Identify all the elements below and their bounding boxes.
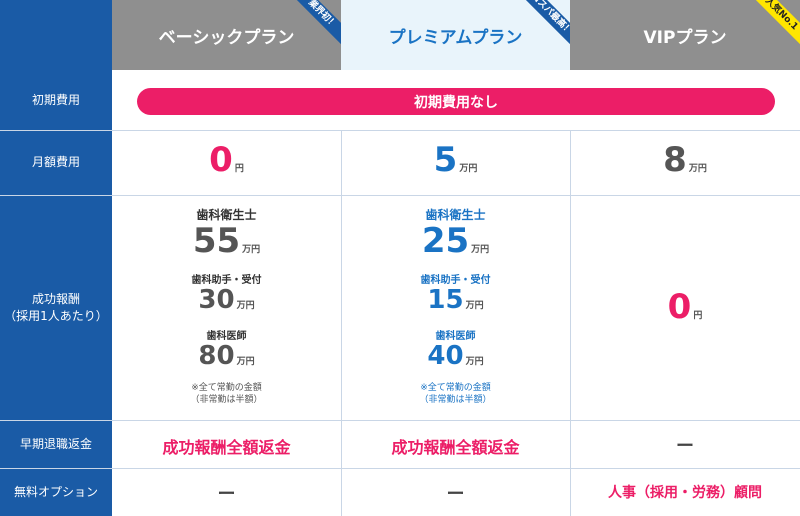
price-unit: 万円: [471, 245, 490, 255]
success-basic-hygienist-price: 55 万円: [112, 224, 341, 258]
monthly-fee-vip: 8 万円: [570, 143, 800, 177]
options-vip: 人事（採用・労務）顧問: [608, 485, 762, 501]
price-value: 15: [427, 285, 464, 315]
options-premium: ー: [446, 484, 465, 505]
row-label-text: 月額費用: [31, 155, 80, 169]
price-unit: 円: [693, 311, 703, 321]
plan-name-premium: プレミアムプラン: [388, 27, 523, 48]
badge-vip: 人気No.1: [745, 0, 800, 51]
row-label-options: 無料オプション: [0, 468, 112, 516]
price-value: 25: [421, 221, 470, 261]
row-label-monthly-fee: 月額費用: [0, 130, 112, 195]
note-line: ※全て常勤の金額: [191, 383, 262, 393]
note-line: （非常勤は半額）: [190, 395, 263, 405]
row-label-initial-fee: 初期費用: [0, 70, 112, 130]
price-value: 0: [209, 140, 233, 180]
plan-header-basic: ベーシックプラン 業界初！: [112, 0, 341, 70]
success-premium-dentist-price: 40 万円: [341, 343, 570, 369]
monthly-fee-basic: 0 円: [112, 143, 341, 177]
badge-premium: コスパ最高！: [515, 0, 570, 51]
badge-basic: 業界初！: [286, 0, 341, 51]
success-premium-hygienist-label: 歯科衛生士: [425, 208, 486, 222]
price-unit: 円: [234, 164, 244, 174]
row-label-subtext: （採用1人あたり）: [4, 308, 108, 323]
row-divider: [0, 130, 800, 131]
success-basic-dentist-price: 80 万円: [112, 343, 341, 369]
price-value: 55: [192, 221, 241, 261]
row-divider: [0, 468, 800, 469]
success-basic-hygienist-label: 歯科衛生士: [196, 208, 257, 222]
price-unit: 万円: [465, 301, 484, 311]
row-label-text: 早期退職返金: [19, 436, 92, 451]
row-label-text: 無料オプション: [13, 484, 98, 499]
price-value: 80: [198, 341, 235, 371]
success-basic-assistant-price: 30 万円: [112, 287, 341, 313]
refund-vip: ー: [676, 436, 694, 457]
success-premium-hygienist-price: 25 万円: [341, 224, 570, 258]
success-premium-assistant-price: 15 万円: [341, 287, 570, 313]
success-basic-note: ※全て常勤の金額 （非常勤は半額）: [112, 382, 341, 406]
initial-fee-banner: 初期費用なし: [137, 88, 775, 115]
price-value: 8: [663, 140, 687, 180]
plan-name-vip: VIPプラン: [643, 27, 727, 48]
plan-header-premium: プレミアムプラン コスパ最高！: [341, 0, 570, 70]
success-premium-dentist-label: 歯科医師: [435, 331, 476, 342]
success-basic-dentist-label: 歯科医師: [206, 331, 247, 342]
price-unit: 万円: [242, 245, 261, 255]
price-unit: 万円: [236, 357, 255, 367]
success-premium-assistant-label: 歯科助手・受付: [420, 275, 491, 286]
price-value: 30: [198, 285, 235, 315]
row-divider: [0, 195, 800, 196]
refund-basic: 成功報酬全額返金: [162, 438, 291, 457]
row-label-success-fee: 成功報酬 （採用1人あたり）: [0, 195, 112, 420]
options-basic: ー: [217, 484, 236, 505]
plan-header-vip: VIPプラン 人気No.1: [570, 0, 800, 70]
refund-premium: 成功報酬全額返金: [391, 438, 520, 457]
column-divider: [341, 130, 342, 516]
price-value: 5: [433, 140, 458, 180]
note-line: （非常勤は半額）: [419, 395, 492, 405]
row-label-text: 成功報酬: [31, 291, 80, 306]
success-vip-price: 0 円: [570, 290, 800, 324]
column-divider: [570, 130, 571, 516]
price-value: 40: [427, 341, 464, 371]
price-unit: 万円: [459, 164, 478, 174]
price-value: 0: [667, 287, 692, 327]
price-unit: 万円: [688, 164, 707, 174]
success-premium-note: ※全て常勤の金額 （非常勤は半額）: [341, 382, 570, 406]
price-unit: 万円: [236, 301, 255, 311]
header-corner: [0, 0, 112, 70]
row-label-text: 初期費用: [31, 92, 80, 107]
note-line: ※全て常勤の金額: [420, 383, 491, 393]
row-divider: [0, 420, 800, 421]
success-basic-assistant-label: 歯科助手・受付: [191, 275, 262, 286]
price-unit: 万円: [465, 357, 484, 367]
monthly-fee-premium: 5 万円: [341, 143, 570, 177]
row-label-refund: 早期退職返金: [0, 420, 112, 468]
plan-name-basic: ベーシックプラン: [158, 27, 295, 48]
